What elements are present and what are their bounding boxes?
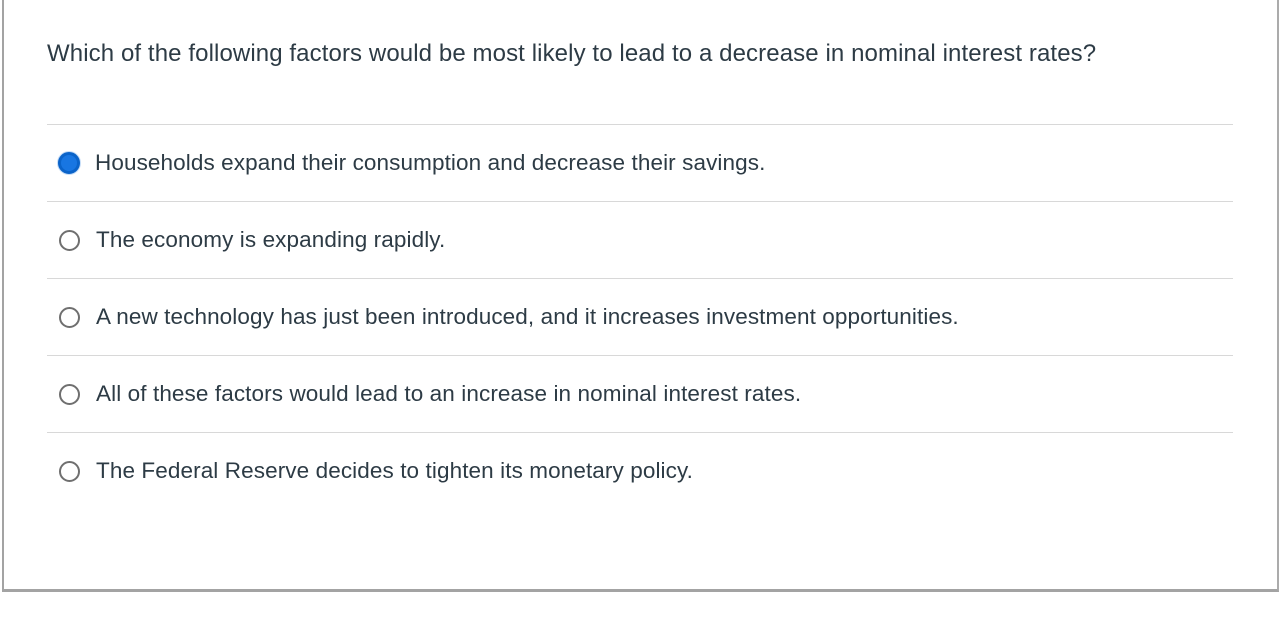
answer-option-4[interactable]: All of these factors would lead to an in… [47,355,1233,432]
radio-button[interactable] [59,229,80,251]
answer-option-5[interactable]: The Federal Reserve decides to tighten i… [47,432,1233,509]
answer-option-label: A new technology has just been introduce… [96,304,959,329]
answer-option-label: Households expand their consumption and … [95,150,766,175]
question-text: Which of the following factors would be … [47,40,1097,67]
radio-button[interactable] [59,460,80,482]
answer-option-label: The economy is expanding rapidly. [96,227,446,252]
answer-option-3[interactable]: A new technology has just been introduce… [47,278,1233,355]
answer-option-label: All of these factors would lead to an in… [96,381,802,406]
radio-button[interactable] [58,152,80,174]
radio-button[interactable] [59,306,80,328]
answer-option-label: The Federal Reserve decides to tighten i… [96,458,694,483]
answer-options-list: Households expand their consumption and … [47,124,1233,509]
answer-option-1[interactable]: Households expand their consumption and … [47,124,1233,201]
radio-button[interactable] [59,383,80,405]
answer-option-2[interactable]: The economy is expanding rapidly. [47,201,1233,278]
question-card: Which of the following factors would be … [2,0,1279,592]
